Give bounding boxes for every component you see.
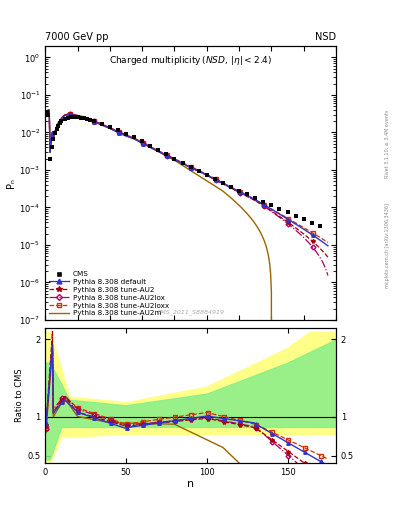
Point [87, 116, 94, 124]
Point [244, 190, 250, 199]
Point [115, 126, 121, 135]
Point [74, 113, 81, 121]
Point [212, 175, 218, 183]
Point [99, 120, 105, 128]
Point [58, 117, 64, 125]
Text: Rivet 3.1.10; ≥ 3.4M events: Rivet 3.1.10; ≥ 3.4M events [385, 109, 389, 178]
Point [196, 167, 202, 175]
Point [52, 129, 58, 137]
Point [71, 113, 77, 121]
Point [44, 108, 50, 116]
Point [268, 201, 275, 209]
Point [50, 135, 57, 143]
Point [187, 163, 194, 171]
Point [107, 123, 113, 131]
Text: Charged multiplicity$\,(NSD,\,|\eta| < 2.4)$: Charged multiplicity$\,(NSD,\,|\eta| < 2… [109, 54, 272, 67]
Point [220, 179, 226, 187]
Point [292, 212, 299, 220]
Point [252, 194, 258, 202]
Point [301, 216, 307, 224]
Point [179, 159, 185, 167]
Point [309, 219, 315, 227]
Point [163, 150, 169, 158]
Text: NSD: NSD [315, 32, 336, 42]
Point [61, 115, 68, 123]
Point [47, 155, 53, 163]
Point [236, 186, 242, 195]
Y-axis label: Pₙ: Pₙ [6, 178, 17, 188]
Point [57, 119, 63, 127]
Text: 7000 GeV pp: 7000 GeV pp [45, 32, 109, 42]
Point [155, 146, 162, 154]
Text: mcplots.cern.ch [arXiv:1306.3436]: mcplots.cern.ch [arXiv:1306.3436] [385, 203, 389, 288]
Point [84, 115, 90, 123]
Point [204, 171, 210, 179]
Point [285, 208, 291, 217]
Point [65, 114, 71, 122]
Point [139, 137, 145, 145]
Point [317, 222, 323, 230]
Point [55, 121, 61, 130]
Point [123, 130, 129, 138]
Point [77, 114, 84, 122]
Text: CMS_2011_S8884919: CMS_2011_S8884919 [156, 309, 225, 314]
Point [45, 111, 51, 119]
Point [131, 133, 137, 141]
Point [171, 155, 178, 163]
Point [48, 143, 55, 151]
Point [53, 125, 60, 133]
Point [147, 142, 153, 150]
Point [260, 198, 266, 206]
X-axis label: n: n [187, 479, 194, 488]
Point [81, 114, 87, 122]
Y-axis label: Ratio to CMS: Ratio to CMS [15, 369, 24, 422]
Point [228, 183, 234, 191]
Legend: CMS, Pythia 8.308 default, Pythia 8.308 tune-AU2, Pythia 8.308 tune-AU2lox, Pyth: CMS, Pythia 8.308 default, Pythia 8.308 … [49, 271, 169, 316]
Point [276, 205, 283, 213]
Point [68, 113, 74, 121]
Point [90, 117, 97, 125]
